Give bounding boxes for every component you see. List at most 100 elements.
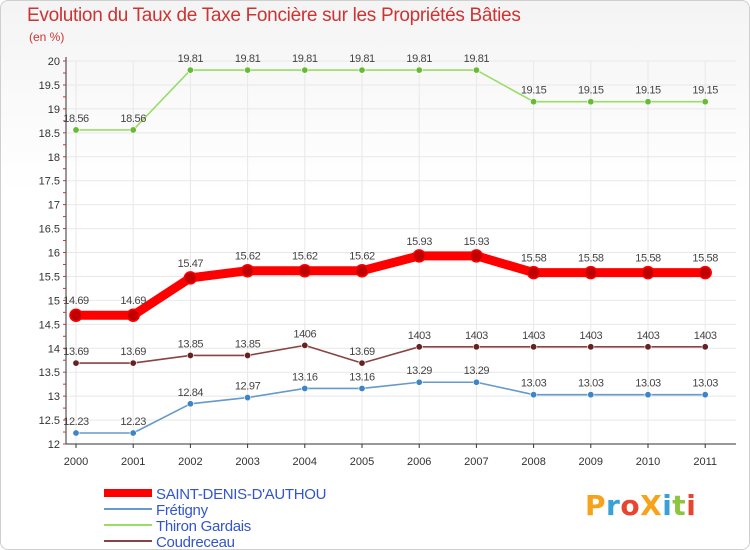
data-label-thiron-gardais: 19.15 bbox=[578, 85, 604, 97]
data-point-thiron-gardais bbox=[415, 66, 423, 74]
y-tick-label: 16 bbox=[48, 248, 60, 260]
y-tick-label: 17 bbox=[48, 200, 60, 212]
data-label-saint-denis-d-authou: 15.93 bbox=[464, 236, 490, 248]
data-label-thiron-gardais: 18.56 bbox=[63, 113, 89, 125]
x-tick-label: 2004 bbox=[293, 456, 317, 468]
data-point-thiron-gardais bbox=[701, 98, 709, 106]
data-label-saint-denis-d-authou: 15.58 bbox=[635, 253, 661, 265]
x-tick-label: 2008 bbox=[521, 456, 545, 468]
x-tick-label: 2002 bbox=[178, 456, 202, 468]
y-tick-label: 12 bbox=[48, 439, 60, 451]
data-label-coudreceau: 13.69 bbox=[349, 346, 375, 358]
data-point-coudreceau bbox=[129, 359, 137, 367]
x-tick-label: 2006 bbox=[407, 456, 431, 468]
data-labels: 18.56 18.56 19.81 19.81 19.81 19.81 19.81 19.81… bbox=[63, 53, 718, 428]
data-point-coudreceau bbox=[72, 359, 80, 367]
logo-letter: r bbox=[606, 489, 621, 522]
data-label-coudreceau: 1403 bbox=[694, 330, 717, 342]
data-label-saint-denis-d-authou: 15.58 bbox=[692, 253, 718, 265]
data-label-saint-denis-d-authou: 14.69 bbox=[63, 295, 89, 307]
data-point-coudreceau bbox=[530, 343, 538, 351]
x-tick-label: 2007 bbox=[464, 456, 488, 468]
series-line-thiron-gardais bbox=[75, 69, 707, 131]
y-tick-label: 18 bbox=[48, 152, 60, 164]
data-label-coudreceau: 1403 bbox=[465, 330, 488, 342]
data-label-fr-tigny: 13.03 bbox=[635, 378, 661, 390]
data-label-coudreceau: 13.69 bbox=[63, 346, 89, 358]
data-label-coudreceau: 13.85 bbox=[235, 338, 261, 350]
legend-label-thiron-gardais: Thiron Gardais bbox=[156, 518, 251, 535]
y-tick-label: 20 bbox=[48, 56, 60, 68]
data-label-thiron-gardais: 18.56 bbox=[120, 113, 146, 125]
data-point-coudreceau bbox=[701, 343, 709, 351]
y-tick-label: 19 bbox=[48, 104, 60, 116]
data-point-saint-denis-d-authou bbox=[69, 308, 83, 322]
y-tick-label: 15 bbox=[48, 295, 60, 307]
data-point-thiron-gardais bbox=[301, 66, 309, 74]
data-point-fr-tigny bbox=[301, 384, 309, 392]
data-label-saint-denis-d-authou: 15.93 bbox=[406, 236, 432, 248]
data-point-saint-denis-d-authou bbox=[469, 249, 484, 263]
series-line-fr-tigny bbox=[75, 381, 707, 434]
data-label-fr-tigny: 13.16 bbox=[349, 371, 375, 383]
data-point-fr-tigny bbox=[415, 378, 423, 386]
data-label-saint-denis-d-authou: 14.69 bbox=[120, 295, 146, 307]
data-label-thiron-gardais: 19.81 bbox=[406, 53, 432, 65]
proxiti-logo: ProXiti bbox=[585, 489, 696, 522]
data-label-coudreceau: 1403 bbox=[637, 330, 660, 342]
logo-letter: i bbox=[686, 489, 697, 522]
data-point-saint-denis-d-authou bbox=[126, 308, 140, 322]
series-line-coudreceau bbox=[75, 344, 707, 364]
series-line-saint-denis-d-authou bbox=[71, 251, 710, 320]
data-point-saint-denis-d-authou bbox=[355, 263, 369, 278]
data-label-fr-tigny: 13.29 bbox=[464, 365, 490, 377]
data-point-saint-denis-d-authou bbox=[240, 263, 255, 278]
y-axis-unit: (en %) bbox=[29, 30, 65, 44]
data-point-coudreceau bbox=[415, 343, 423, 351]
data-label-fr-tigny: 13.03 bbox=[692, 378, 718, 390]
legend-label-coudreceau: Coudreceau bbox=[156, 534, 235, 550]
data-point-thiron-gardais bbox=[358, 66, 366, 74]
y-tick-label: 19.5 bbox=[39, 80, 60, 92]
data-point-fr-tigny bbox=[530, 391, 538, 399]
data-point-coudreceau bbox=[301, 341, 309, 349]
data-point-thiron-gardais bbox=[186, 66, 194, 74]
data-point-thiron-gardais bbox=[129, 126, 137, 134]
data-label-fr-tigny: 13.29 bbox=[406, 365, 432, 377]
data-point-fr-tigny bbox=[244, 394, 252, 402]
data-point-saint-denis-d-authou bbox=[183, 271, 198, 285]
data-point-fr-tigny bbox=[358, 384, 366, 392]
data-point-coudreceau bbox=[358, 359, 366, 367]
data-label-coudreceau: 13.85 bbox=[178, 338, 204, 350]
data-label-fr-tigny: 13.03 bbox=[521, 378, 547, 390]
x-tick-label: 2009 bbox=[579, 456, 603, 468]
data-label-fr-tigny: 12.97 bbox=[235, 381, 261, 393]
data-point-saint-denis-d-authou bbox=[412, 249, 426, 263]
data-point-saint-denis-d-authou bbox=[584, 265, 598, 280]
data-point-thiron-gardais bbox=[72, 126, 80, 134]
data-label-saint-denis-d-authou: 15.58 bbox=[578, 253, 604, 265]
data-point-saint-denis-d-authou bbox=[526, 265, 541, 280]
data-point-fr-tigny bbox=[644, 391, 652, 399]
data-label-coudreceau: 1403 bbox=[522, 330, 545, 342]
data-point-fr-tigny bbox=[186, 400, 194, 408]
logo-letter: o bbox=[620, 489, 641, 522]
x-tick-label: 2003 bbox=[235, 456, 259, 468]
x-tick-label: 2001 bbox=[121, 456, 145, 468]
data-label-fr-tigny: 12.23 bbox=[63, 416, 89, 428]
logo-letter: t bbox=[672, 489, 687, 522]
logo-letter: P bbox=[585, 489, 607, 522]
data-point-coudreceau bbox=[587, 343, 595, 351]
chart-title: Evolution du Taux de Taxe Foncière sur l… bbox=[27, 5, 521, 26]
data-label-thiron-gardais: 19.81 bbox=[178, 53, 204, 65]
data-point-fr-tigny bbox=[129, 429, 137, 437]
data-label-thiron-gardais: 19.81 bbox=[464, 53, 490, 65]
series-layer bbox=[69, 66, 712, 437]
data-label-saint-denis-d-authou: 15.62 bbox=[235, 251, 261, 263]
y-tick-label: 13.5 bbox=[39, 367, 60, 379]
data-point-thiron-gardais bbox=[472, 66, 480, 74]
logo-letter: X bbox=[640, 489, 663, 522]
